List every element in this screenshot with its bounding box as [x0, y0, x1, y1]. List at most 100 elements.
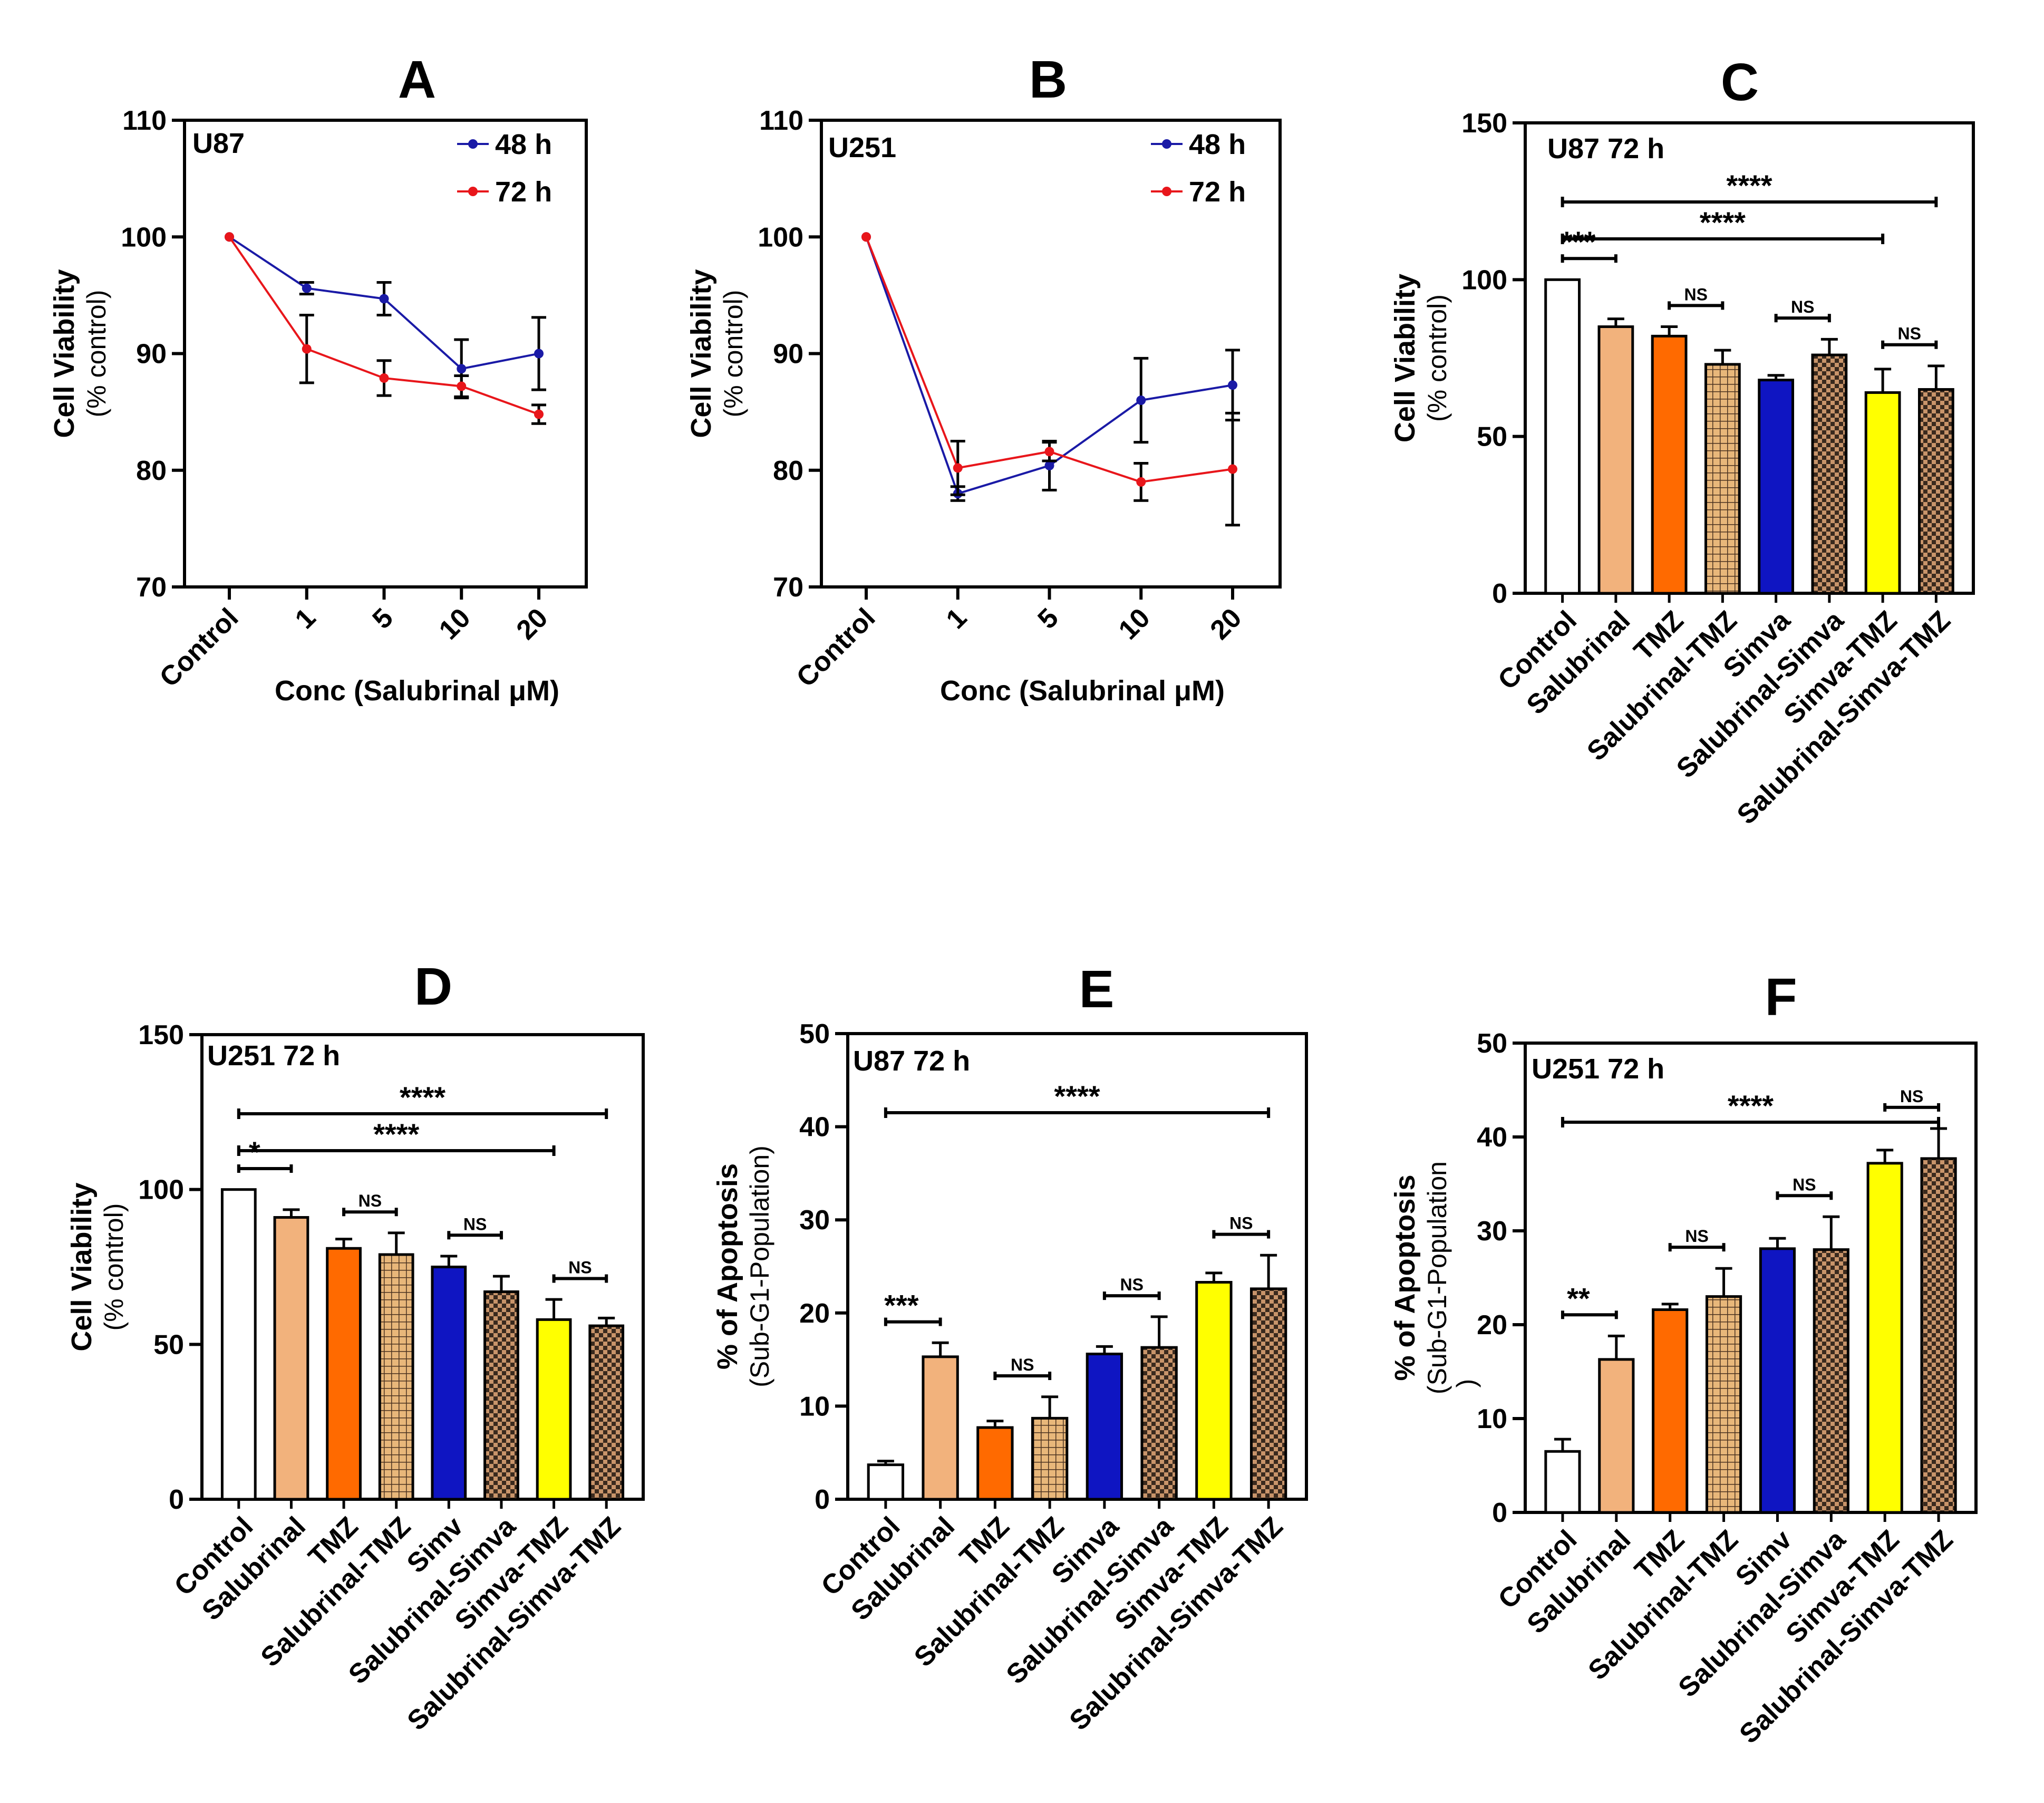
x-tick-label: 1	[941, 602, 973, 634]
inset-label: U251 72 h	[207, 1040, 340, 1072]
legend-label: 48 h	[1189, 129, 1246, 160]
data-point	[302, 344, 312, 354]
y-tick-label: 20	[1477, 1310, 1507, 1341]
x-tick-label: 10	[1113, 602, 1156, 645]
significance-label: NS	[1685, 1227, 1708, 1246]
significance-label: NS	[359, 1191, 382, 1210]
y-tick-label: 100	[1461, 265, 1507, 295]
x-tick-label: 20	[511, 602, 554, 645]
legend-label: 72 h	[495, 176, 552, 208]
bar	[1598, 1358, 1635, 1514]
bar	[1597, 325, 1634, 595]
bar	[431, 1266, 467, 1501]
bar	[1031, 1416, 1069, 1501]
y-tick-label: 0	[1492, 578, 1507, 609]
x-tick-label: 10	[433, 602, 477, 645]
bar	[1140, 1346, 1178, 1501]
significance-label: NS	[1684, 285, 1708, 304]
y-axis-title: Cell Viability	[49, 269, 80, 438]
bar	[483, 1290, 519, 1501]
significance-label: ****	[1728, 1089, 1774, 1122]
bar	[1758, 379, 1795, 595]
y-tick-label: 80	[773, 456, 803, 486]
bar	[1813, 1248, 1849, 1514]
y-tick-label: 50	[153, 1329, 184, 1360]
data-point	[457, 364, 467, 374]
data-point	[534, 349, 544, 359]
significance-label: NS	[568, 1258, 592, 1277]
significance-label: NS	[1791, 297, 1814, 316]
significance-label: *	[249, 1135, 260, 1169]
legend-label: 48 h	[495, 129, 552, 160]
bar	[1920, 1157, 1957, 1514]
bar	[1651, 334, 1688, 595]
bar	[588, 1324, 625, 1501]
y-axis-title: Cell Viability	[1389, 274, 1421, 442]
panel-label: F	[1765, 968, 1797, 1027]
data-point	[457, 381, 467, 391]
bar	[1864, 391, 1901, 595]
significance-label: ****	[1054, 1079, 1100, 1113]
legend-marker	[468, 139, 478, 149]
y-tick-label: 10	[799, 1391, 830, 1422]
y-axis-subtitle: (% control)	[99, 1203, 129, 1331]
data-point	[1228, 380, 1237, 390]
data-point	[225, 232, 234, 242]
legend-marker	[468, 187, 478, 196]
bar	[1249, 1287, 1287, 1501]
y-tick-label: 50	[799, 1019, 830, 1049]
bar	[1705, 1295, 1742, 1514]
y-tick-label: 20	[799, 1298, 830, 1329]
x-axis-title: Conc (Salubrinal μM)	[275, 675, 559, 707]
significance-label: ***	[1561, 225, 1596, 258]
inset-label: U251 72 h	[1532, 1053, 1664, 1085]
inset-label: U87 72 h	[853, 1045, 970, 1077]
significance-label: NS	[463, 1214, 487, 1233]
data-point	[1136, 477, 1146, 487]
y-axis-title: Cell Viability	[685, 269, 717, 438]
x-tick-label: 20	[1205, 602, 1248, 645]
x-tick-label: 5	[1032, 602, 1064, 634]
y-tick-label: 70	[136, 572, 167, 603]
y-tick-label: 110	[122, 105, 167, 136]
significance-label: NS	[1793, 1175, 1816, 1194]
panel-f: F U251 72 h 0 10 20 30 40 50 % of Apoptosis (Sub-…	[1389, 968, 1978, 1750]
data-point	[953, 463, 963, 473]
panel-c: C U87 72 h 0 50 100 150 Cell Viability (% contr…	[1389, 53, 1975, 831]
x-axis-title: Conc (Salubrinal μM)	[940, 675, 1225, 707]
y-tick-label: 150	[1461, 108, 1507, 139]
y-axis-subtitle: (% control)	[719, 290, 748, 418]
plot-frame	[1524, 121, 1975, 595]
y-axis-title: Cell Viability	[66, 1182, 98, 1351]
significance-label: NS	[1120, 1275, 1144, 1294]
significance-label: **	[1567, 1281, 1590, 1315]
legend-marker	[1162, 187, 1171, 196]
bar	[378, 1253, 414, 1501]
bar	[922, 1355, 959, 1501]
bar	[220, 1188, 257, 1501]
legend-marker	[1162, 139, 1171, 149]
y-tick-label: 30	[799, 1205, 830, 1236]
bar	[1811, 353, 1848, 595]
bar	[536, 1318, 572, 1501]
y-tick-label: 80	[136, 456, 167, 486]
y-axis-subtitle: (% control)	[1422, 294, 1452, 422]
significance-label: ****	[1726, 169, 1772, 202]
panel-label: A	[398, 50, 436, 109]
bar	[1759, 1247, 1796, 1514]
y-tick-label: 0	[1492, 1498, 1507, 1528]
significance-label: NS	[1011, 1355, 1034, 1374]
y-tick-label: 100	[138, 1175, 184, 1206]
y-axis-subtitle: (% control)	[82, 290, 111, 418]
y-tick-label: 100	[121, 222, 167, 253]
data-point	[1136, 396, 1146, 405]
bar	[1086, 1353, 1123, 1501]
data-point	[379, 373, 389, 383]
y-tick-label: 10	[1477, 1404, 1507, 1434]
data-point	[1228, 464, 1237, 474]
panel-e: E U87 72 h 0 10 20 30 40 50 % of Apoptosis (Sub-G…	[712, 960, 1308, 1737]
inset-label: U87	[192, 128, 245, 159]
